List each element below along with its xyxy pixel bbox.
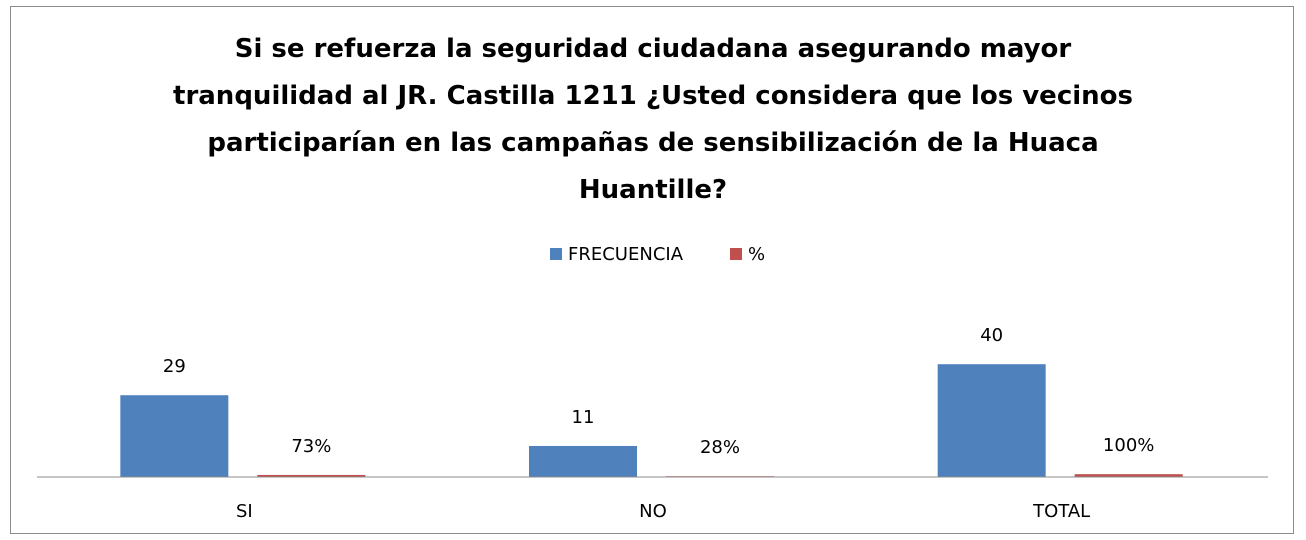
chart-title: Si se refuerza la seguridad ciudadana as… <box>173 34 1133 205</box>
bar <box>120 395 229 477</box>
data-label: 28% <box>700 437 740 458</box>
data-label: 11 <box>572 407 595 428</box>
legend-label: FRECUENCIA <box>568 244 684 265</box>
data-label: 40 <box>980 325 1003 346</box>
legend-label: % <box>748 244 765 265</box>
bar <box>257 474 366 477</box>
data-label: 73% <box>291 436 331 457</box>
legend-swatch <box>550 248 562 260</box>
bar <box>937 364 1046 477</box>
data-label: 29 <box>163 356 186 377</box>
x-tick-label: SI <box>236 501 253 522</box>
legend-swatch <box>730 248 742 260</box>
x-tick-label: NO <box>639 501 667 522</box>
data-label: 100% <box>1103 435 1154 456</box>
chart-frame <box>10 6 1294 534</box>
bar <box>1074 474 1183 477</box>
bar <box>529 445 637 477</box>
x-tick-label: TOTAL <box>1032 501 1090 522</box>
